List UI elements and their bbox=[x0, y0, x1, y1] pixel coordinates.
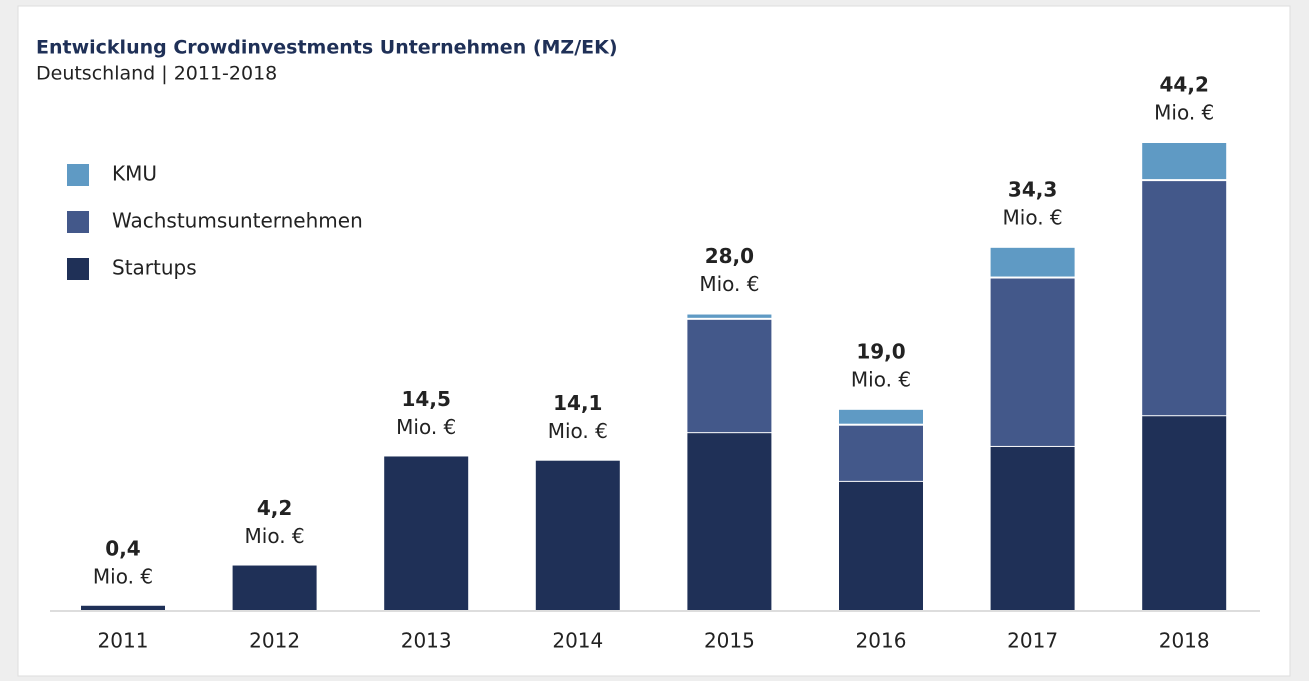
x-tick-label: 2013 bbox=[401, 629, 452, 653]
total-label: 44,2 bbox=[1160, 73, 1209, 97]
chart-title: Entwicklung Crowdinvestments Unternehmen… bbox=[36, 37, 618, 59]
bar-segment bbox=[839, 481, 923, 610]
legend-label: KMU bbox=[112, 162, 157, 186]
chart-subtitle: Deutschland | 2011-2018 bbox=[36, 63, 277, 85]
total-label: 14,1 bbox=[553, 391, 602, 415]
bar-segment bbox=[384, 456, 469, 610]
x-tick-label: 2015 bbox=[704, 629, 755, 653]
x-tick-label: 2011 bbox=[98, 629, 149, 653]
unit-label: Mio. € bbox=[851, 367, 911, 391]
bar-segment bbox=[687, 314, 772, 318]
card bbox=[17, 5, 1291, 677]
x-tick-label: 2016 bbox=[856, 629, 907, 653]
total-label: 34,3 bbox=[1008, 177, 1057, 201]
bar-segment bbox=[1142, 181, 1227, 416]
bar-segment bbox=[1142, 143, 1227, 180]
bar-segment bbox=[687, 433, 772, 610]
bar-segment bbox=[839, 409, 923, 424]
bar-segment bbox=[1142, 416, 1227, 610]
unit-label: Mio. € bbox=[1154, 101, 1214, 125]
bar-segment bbox=[990, 278, 1075, 446]
legend-label: Wachstumsunternehmen bbox=[112, 209, 363, 233]
x-tick-label: 2018 bbox=[1159, 629, 1210, 653]
legend-swatch bbox=[67, 258, 89, 280]
legend-swatch bbox=[67, 211, 89, 233]
legend-label: Startups bbox=[112, 256, 197, 280]
total-label: 28,0 bbox=[705, 244, 754, 268]
bar-segment bbox=[232, 565, 317, 610]
legend-swatch bbox=[67, 164, 89, 186]
unit-label: Mio. € bbox=[1003, 205, 1063, 229]
bar-segment bbox=[839, 425, 923, 481]
x-tick-label: 2014 bbox=[552, 629, 603, 653]
bar-segment bbox=[81, 605, 165, 610]
total-label: 4,2 bbox=[257, 496, 292, 520]
unit-label: Mio. € bbox=[548, 419, 608, 443]
unit-label: Mio. € bbox=[93, 564, 153, 588]
x-tick-label: 2012 bbox=[249, 629, 300, 653]
total-label: 14,5 bbox=[402, 387, 451, 411]
unit-label: Mio. € bbox=[396, 415, 456, 439]
bar-segment bbox=[535, 460, 620, 610]
bar-segment bbox=[687, 319, 772, 433]
total-label: 19,0 bbox=[856, 339, 905, 363]
unit-label: Mio. € bbox=[699, 272, 759, 296]
bar-segment bbox=[990, 446, 1075, 610]
total-label: 0,4 bbox=[105, 536, 140, 560]
unit-label: Mio. € bbox=[245, 524, 305, 548]
x-tick-label: 2017 bbox=[1007, 629, 1058, 653]
bar-segment bbox=[990, 247, 1075, 277]
